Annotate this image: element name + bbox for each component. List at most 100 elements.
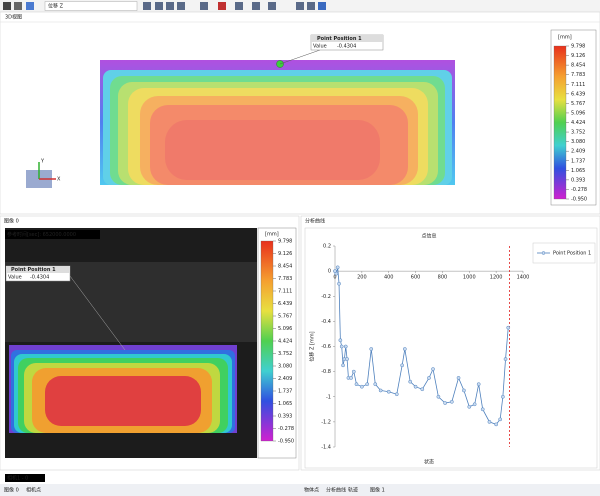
data-point [480, 407, 485, 412]
tab-bar [0, 484, 600, 496]
y-tick-label: 0 [328, 269, 331, 275]
y-tick-label: -1.4 [321, 445, 331, 451]
data-point [503, 357, 508, 361]
panel-title: 图像 0 [4, 218, 19, 225]
bottom-tab[interactable]: 相机点 [26, 487, 41, 494]
tooltip-title: Point Position 1 [317, 36, 362, 42]
view3d-tab[interactable]: 3D视图 [5, 14, 22, 21]
data-point [351, 369, 356, 374]
axis-label: X [57, 177, 61, 183]
data-point [501, 394, 505, 399]
bottom-tab[interactable]: 轨迹 [348, 487, 358, 494]
bottom-tab[interactable]: 图像 1 [370, 487, 385, 494]
colorbar-label: 9.798 [278, 239, 292, 245]
axis-label: Y [40, 159, 45, 165]
data-point [506, 325, 511, 330]
colorbar-label: 9.798 [571, 44, 585, 50]
colorbar-label: 7.111 [278, 289, 292, 295]
panel-title: 分析曲线 [305, 218, 325, 225]
colorbar-label: 3.752 [278, 351, 292, 357]
ref-time: 参考时间[sec]: 652000.0000 [7, 231, 76, 238]
colorbar-label: 7.111 [571, 82, 585, 88]
data-point [472, 402, 477, 407]
data-point [334, 271, 339, 276]
colorbar-gradient [553, 45, 567, 200]
y-tick-label: -0.2 [321, 294, 331, 300]
data-point [467, 404, 472, 409]
toolbar-icons[interactable] [143, 2, 326, 10]
tooltip-value: -0.4304 [337, 44, 356, 50]
x-tick-label: 600 [411, 275, 421, 281]
colorbar-label: -0.950 [278, 439, 294, 445]
colorbar-gradient [260, 240, 274, 442]
bottom-tab[interactable]: 物体点 [304, 487, 319, 494]
y-tick-label: -1 [326, 394, 331, 400]
data-point [420, 387, 425, 392]
colorbar-label: 1.065 [278, 401, 292, 407]
colorbar-label: 8.454 [571, 63, 585, 69]
data-point [343, 344, 348, 349]
colorbar-label: -0.278 [571, 187, 587, 193]
legend-marker [541, 251, 546, 255]
tooltip: Point Position 1 Value -0.4304 [5, 265, 71, 282]
x-tick-label: 1000 [463, 275, 476, 281]
bottom-tab[interactable]: 分析曲线 [326, 487, 346, 494]
x-tick-label: 800 [438, 275, 448, 281]
tooltip-value: -0.4304 [30, 275, 49, 281]
colorbar-label: 1.065 [571, 168, 585, 174]
colorbar-label: 6.439 [571, 91, 585, 97]
data-point [498, 417, 503, 422]
data-point [349, 376, 353, 380]
x-tick-label: 400 [384, 275, 394, 281]
colorbar-label: 9.126 [571, 53, 585, 59]
colorbar-label: 5.096 [278, 326, 292, 332]
y-tick-label: -1.2 [321, 419, 331, 425]
y-tick-label: 0.2 [323, 244, 331, 250]
data-point [378, 388, 383, 393]
colorbar-label: 0.393 [278, 414, 292, 420]
data-point [462, 388, 466, 393]
data-point [456, 376, 461, 380]
axis-gizmo: Y X [26, 159, 61, 188]
data-point [341, 363, 345, 368]
bottom-tab[interactable]: 图像 0 [4, 487, 19, 494]
legend-box [532, 242, 596, 264]
colorbar-unit: [mm] [558, 35, 572, 41]
tooltip: Point Position 1 Value -0.4304 [310, 34, 384, 51]
data-point [487, 420, 492, 424]
data-point [345, 357, 349, 361]
colorbar-label: -0.278 [278, 426, 294, 432]
y-tick-label: -0.6 [321, 344, 331, 350]
data-point [436, 394, 441, 399]
tool-icon[interactable] [3, 2, 11, 10]
data-point [408, 379, 413, 384]
data-point [373, 382, 378, 387]
data-point [449, 399, 454, 404]
data-point [338, 338, 343, 343]
tooltip-key: Value [313, 44, 327, 50]
x-tick-label: 1400 [517, 275, 530, 281]
colorbar-label: 7.783 [278, 276, 292, 282]
tool-icon[interactable] [26, 2, 34, 10]
surface-contour [100, 60, 455, 185]
data-point [386, 389, 391, 394]
data-point [476, 382, 481, 387]
colorbar-label: 5.096 [571, 110, 585, 116]
probe-point[interactable] [276, 60, 284, 68]
colorbar-label: 2.409 [571, 149, 585, 155]
data-point [402, 347, 407, 351]
dropdown[interactable] [44, 1, 138, 11]
y-axis-label: 位移 Z [mm] [309, 331, 316, 361]
data-point [339, 344, 344, 349]
colorbar-label: 5.767 [278, 314, 292, 320]
data-point [427, 376, 431, 380]
y-tick-label: -0.8 [321, 369, 331, 375]
tool-icon[interactable] [14, 2, 22, 10]
x-axis-label: 状态 [424, 459, 434, 466]
data-point [354, 382, 359, 387]
tooltip-key: Value [8, 275, 22, 281]
x-tick-label: 200 [357, 275, 367, 281]
colorbar-label: -0.950 [571, 197, 587, 203]
data-point [443, 401, 447, 405]
